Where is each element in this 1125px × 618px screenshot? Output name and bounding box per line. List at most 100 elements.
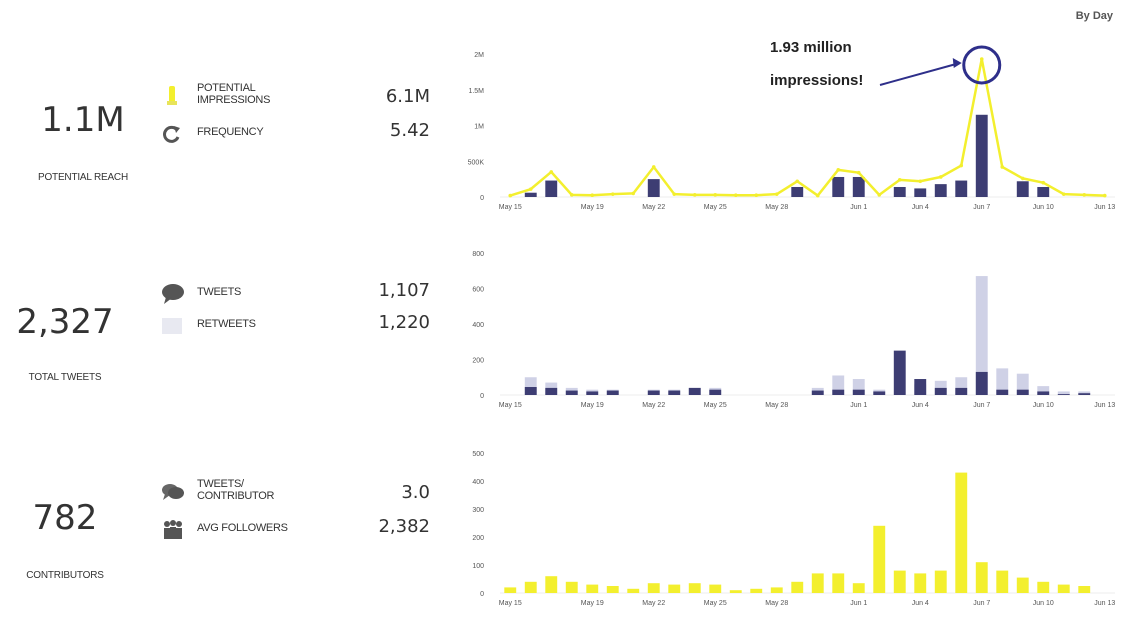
annotation-circle <box>962 45 1002 85</box>
bar-jun-2 <box>873 525 886 593</box>
tweets-per-contributor-icon <box>160 480 186 504</box>
y-tick-label: 500K <box>468 159 485 166</box>
bar-may-27 <box>750 588 763 593</box>
bar-jun-7 <box>975 562 988 593</box>
bar-jun-3 <box>893 350 906 395</box>
bar-may-22 <box>647 390 660 395</box>
bar-jun-10 <box>1037 581 1050 593</box>
x-tick-label: Jun 1 <box>850 204 867 211</box>
bar-may-23 <box>668 584 681 593</box>
bar-jun-3 <box>893 186 906 197</box>
x-tick-label: May 28 <box>765 600 788 607</box>
x-tick-label: May 15 <box>499 402 522 409</box>
y-tick-label: 400 <box>472 479 484 486</box>
bar-may-20 <box>606 390 619 395</box>
contributors-value: 782 <box>32 498 98 538</box>
bar-may-16 <box>524 192 537 197</box>
x-tick-label: May 22 <box>642 204 665 211</box>
metric-potential-impressions: POTENTIAL IMPRESSIONS 6.1M <box>160 82 440 112</box>
x-tick-label: Jun 4 <box>912 600 929 607</box>
potential-reach-value: 1.1M <box>41 100 125 140</box>
line-point <box>631 191 636 196</box>
line-point <box>610 192 615 196</box>
x-tick-label: May 25 <box>704 204 727 211</box>
bar-jun-6 <box>955 387 968 395</box>
x-tick-label: Jun 1 <box>850 402 867 409</box>
bar-jun-8 <box>996 368 1009 395</box>
bar-jun-9 <box>1016 389 1029 395</box>
line-point <box>569 193 574 197</box>
bar-may-21 <box>627 588 640 593</box>
x-tick-label: Jun 1 <box>850 600 867 607</box>
bar-may-20 <box>606 586 619 593</box>
bar-jun-10 <box>1037 391 1050 395</box>
tweets-icon <box>160 282 186 306</box>
bar-jun-11 <box>1057 394 1070 395</box>
line-point <box>1102 193 1107 198</box>
line-point <box>979 57 984 61</box>
metric-label: AVG FOLLOWERS <box>197 522 288 534</box>
bar-jun-2 <box>873 391 886 395</box>
annotation-text-line1: 1.93 million <box>770 40 852 56</box>
bar-jun-6 <box>955 377 968 395</box>
bar-may-31 <box>832 176 845 197</box>
bar-jun-7 <box>975 371 988 395</box>
line-point <box>692 193 697 197</box>
x-tick-label: Jun 13 <box>1094 204 1115 211</box>
bar-may-25 <box>709 389 722 395</box>
x-tick-label: Jun 7 <box>973 204 990 211</box>
bar-may-17 <box>545 387 558 395</box>
bar-jun-10 <box>1037 186 1050 197</box>
x-tick-label: May 19 <box>581 204 604 211</box>
y-tick-label: 0 <box>480 393 484 400</box>
avg-followers-icon <box>160 518 186 542</box>
bar-may-30 <box>811 573 824 593</box>
potential-reach-label: POTENTIAL REACH <box>38 172 128 183</box>
bar-jun-6 <box>955 180 968 197</box>
x-tick-label: Jun 10 <box>1033 600 1054 607</box>
bar-may-28 <box>770 587 783 593</box>
y-tick-label: 300 <box>472 507 484 514</box>
period-selector[interactable]: By Day <box>1075 10 1113 22</box>
line-point <box>590 193 595 198</box>
bar-jun-8 <box>996 570 1009 593</box>
x-tick-label: May 15 <box>499 204 522 211</box>
line-point <box>754 193 759 198</box>
metric-value: 6.1M <box>385 86 430 107</box>
metric-frequency: FREQUENCY 5.42 <box>160 120 440 150</box>
y-tick-label: 0 <box>480 195 484 202</box>
bar-jun-12 <box>1078 586 1091 593</box>
annotation-text-line2: impressions! <box>770 72 863 89</box>
bar-jun-5 <box>934 570 947 593</box>
bar-jun-10 <box>1037 386 1050 395</box>
metric-label: POTENTIAL IMPRESSIONS <box>197 82 271 106</box>
metric-retweets: RETWEETS 1,220 <box>160 312 440 342</box>
metric-value: 1,220 <box>378 312 430 333</box>
bar-may-31 <box>832 375 845 395</box>
y-tick-label: 1.5M <box>468 88 484 95</box>
line-point <box>795 179 800 184</box>
y-tick-label: 800 <box>472 251 484 258</box>
bar-may-16 <box>524 581 537 593</box>
x-tick-label: Jun 13 <box>1094 402 1115 409</box>
x-tick-label: May 19 <box>581 600 604 607</box>
frequency-icon <box>160 122 186 146</box>
metric-label: FREQUENCY <box>197 126 264 138</box>
metric-tweets-per-contributor: TWEETS/ CONTRIBUTOR 3.0 <box>160 478 440 508</box>
bar-may-18 <box>565 390 578 395</box>
line-point <box>877 193 882 197</box>
y-tick-label: 200 <box>472 535 484 542</box>
metric-avg-followers: AVG FOLLOWERS 2,382 <box>160 516 440 546</box>
metric-label: TWEETS/ CONTRIBUTOR <box>197 478 275 502</box>
retweets-icon <box>160 314 186 338</box>
line-point <box>836 168 841 172</box>
bar-may-17 <box>545 180 558 197</box>
bar-may-19 <box>586 584 599 593</box>
line-point <box>733 193 738 198</box>
line-point <box>651 165 656 169</box>
x-tick-label: May 28 <box>765 204 788 211</box>
x-tick-label: Jun 4 <box>912 204 929 211</box>
line-point <box>528 187 533 191</box>
bar-may-25 <box>709 584 722 593</box>
bar-may-29 <box>791 186 804 197</box>
